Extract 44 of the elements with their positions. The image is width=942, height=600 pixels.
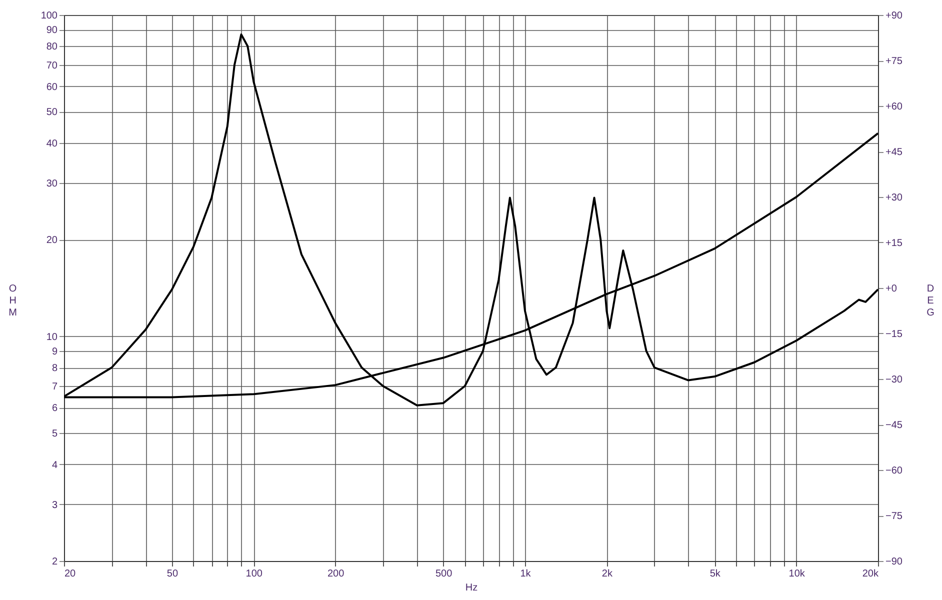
y-tick-label: 5 bbox=[52, 428, 58, 440]
y-tick-label: 100 bbox=[40, 10, 58, 22]
y-tick-label: 50 bbox=[46, 107, 58, 118]
y-tick-label: 6 bbox=[52, 403, 58, 414]
y-tick-label: 30 bbox=[46, 178, 58, 190]
x-tick-label: 500 bbox=[435, 568, 453, 580]
x-tick-label: 20 bbox=[64, 568, 76, 580]
x-tick-label: 20k bbox=[862, 568, 880, 580]
x-tick-label: 50 bbox=[166, 568, 178, 580]
y2-tick-label: +30 bbox=[886, 192, 903, 204]
y-tick-label: 20 bbox=[46, 235, 58, 246]
y2-tick-label: +60 bbox=[886, 102, 903, 112]
y2-tick-label: −45 bbox=[886, 420, 903, 431]
y2-tick-label: −90 bbox=[886, 556, 903, 568]
y-tick-label: 60 bbox=[46, 82, 58, 93]
x-tick-label: 200 bbox=[327, 568, 345, 580]
y-tick-label: 10 bbox=[46, 332, 58, 343]
x-tick-label: 5k bbox=[710, 568, 722, 580]
y2-axis-title: DEG bbox=[926, 284, 935, 318]
y2-tick-label: −60 bbox=[886, 466, 903, 476]
y2-tick-label: +0 bbox=[886, 284, 898, 294]
y-axis-title: OHM bbox=[8, 284, 17, 318]
y2-tick-label: +75 bbox=[886, 56, 903, 67]
y-tick-label: 80 bbox=[46, 42, 58, 53]
y-tick-label: 2 bbox=[52, 556, 58, 568]
y-tick-label: 90 bbox=[46, 25, 58, 36]
y2-tick-label: +45 bbox=[886, 147, 903, 158]
y-tick-label: 8 bbox=[52, 363, 58, 374]
y2-tick-label: +90 bbox=[886, 10, 903, 22]
y-tick-label: 7 bbox=[52, 382, 58, 393]
x-tick-label: 1k bbox=[520, 568, 532, 580]
y2-tick-label: +15 bbox=[886, 238, 903, 249]
y-tick-label: 9 bbox=[52, 346, 58, 358]
y2-tick-label: −75 bbox=[886, 511, 903, 522]
x-tick-label: 100 bbox=[246, 568, 263, 580]
y-tick-label: 70 bbox=[46, 60, 58, 72]
y-tick-label: 40 bbox=[46, 138, 58, 150]
y2-tick-label: −15 bbox=[886, 329, 903, 340]
y-tick-label: 4 bbox=[52, 460, 58, 471]
x-axis-title: Hz bbox=[465, 582, 478, 594]
y2-tick-label: −30 bbox=[886, 374, 903, 386]
x-tick-label: 2k bbox=[602, 568, 614, 580]
x-tick-label: 10k bbox=[788, 568, 806, 580]
y-tick-label: 3 bbox=[52, 500, 58, 511]
